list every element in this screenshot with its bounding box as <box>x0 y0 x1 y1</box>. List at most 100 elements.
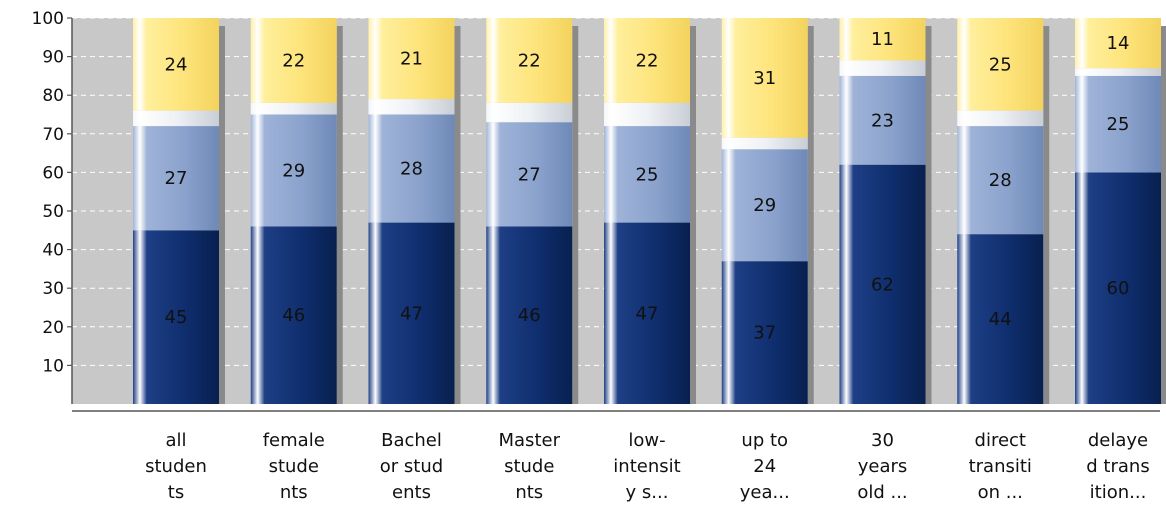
x-category-label: d trans <box>1086 456 1149 477</box>
bar-segment <box>133 110 219 127</box>
bar-shadow <box>1161 26 1166 404</box>
x-category-label: direct <box>975 430 1026 451</box>
data-label: 22 <box>518 50 541 71</box>
bar-segment <box>721 137 808 150</box>
x-category-label: female <box>263 430 325 451</box>
y-tick-label: 10 <box>42 356 64 376</box>
bar-segment <box>486 102 573 123</box>
data-label: 29 <box>753 195 776 216</box>
x-category-label: ition... <box>1090 482 1147 503</box>
data-label: 22 <box>636 50 659 71</box>
bar-shadow <box>454 26 461 404</box>
bar-stack: 45 27 24 <box>133 18 225 404</box>
x-category-label: up to <box>741 430 788 451</box>
x-category-label: stude <box>504 456 554 477</box>
x-category-label: delaye <box>1088 430 1148 451</box>
bar-segment <box>604 222 690 404</box>
data-label: 27 <box>165 168 188 189</box>
x-category-label: transiti <box>969 456 1032 477</box>
x-category-label: yea... <box>740 482 790 503</box>
bar-segment <box>368 114 455 223</box>
data-label: 47 <box>636 303 659 324</box>
bar-segment <box>1075 18 1161 69</box>
y-tick-label: 70 <box>42 125 64 145</box>
bar-segment <box>368 18 455 100</box>
bar-segment <box>368 99 455 115</box>
bar-segment <box>486 18 573 103</box>
bar-segment <box>957 18 1044 111</box>
x-category-label: studen <box>145 456 207 477</box>
data-label: 60 <box>1107 278 1130 299</box>
bar-segment <box>1075 75 1161 173</box>
data-label: 14 <box>1107 33 1130 54</box>
bar-segment <box>839 18 926 61</box>
x-category-label: on ... <box>978 482 1023 503</box>
data-label: 37 <box>753 323 776 344</box>
bar-shadow <box>807 26 814 404</box>
bar-segment <box>721 18 808 138</box>
bar-segment <box>604 102 690 127</box>
bar-segment <box>957 126 1044 235</box>
bar-segment <box>133 230 219 404</box>
bar-shadow <box>336 26 343 404</box>
y-tick-label: 50 <box>42 202 64 222</box>
data-label: 22 <box>282 50 305 71</box>
data-label: 47 <box>400 303 423 324</box>
data-label: 25 <box>636 164 659 185</box>
data-label: 11 <box>871 29 894 50</box>
y-axis: 10 20 30 40 50 60 70 80 90 100 <box>32 9 73 404</box>
y-tick-label: 60 <box>42 163 64 183</box>
data-label: 31 <box>753 68 776 89</box>
y-tick-label: 90 <box>42 48 64 68</box>
data-label: 25 <box>1107 114 1130 135</box>
x-category-label: Bachel <box>381 430 442 451</box>
x-category-label: or stud <box>380 456 443 477</box>
bar-segment <box>133 18 219 111</box>
bar-segment <box>957 110 1044 127</box>
x-category-label: years <box>858 456 908 477</box>
x-category-label: nts <box>515 482 543 503</box>
bar-segment <box>1075 68 1161 76</box>
bar-stack: 47 28 21 <box>368 18 461 404</box>
data-label: 62 <box>871 274 894 295</box>
x-category-label: ts <box>168 482 184 503</box>
data-label: 28 <box>989 170 1012 191</box>
bar-segment <box>604 126 690 223</box>
data-label: 44 <box>989 309 1012 330</box>
bar-stack: 60 25 14 <box>1075 18 1166 404</box>
x-category-label: low- <box>628 430 665 451</box>
x-category-label: Master <box>499 430 561 451</box>
y-tick-label: 40 <box>42 241 64 261</box>
bar-shadow <box>219 26 225 404</box>
x-category-label: ents <box>392 482 431 503</box>
x-category-label: old ... <box>857 482 907 503</box>
bar-segment <box>368 222 455 404</box>
bar-segment <box>839 164 926 404</box>
bar-stack: 47 25 22 <box>604 18 696 404</box>
bar-segment <box>839 75 926 165</box>
bar-stack: 62 23 11 <box>839 18 932 404</box>
y-tick-label: 80 <box>42 86 64 106</box>
y-tick-label: 20 <box>42 318 64 338</box>
bar-segment <box>839 60 926 76</box>
bar-segment <box>250 18 337 103</box>
x-category-label: 30 <box>871 430 894 451</box>
bar-shadow <box>690 26 696 404</box>
y-tick-label: 100 <box>32 9 64 29</box>
x-category-label: stude <box>269 456 319 477</box>
y-tick-label: 30 <box>42 279 64 299</box>
bar-stack: 46 27 22 <box>486 18 579 404</box>
data-label: 28 <box>400 159 423 180</box>
x-category-label: intensit <box>613 456 680 477</box>
bar-segment <box>250 102 337 115</box>
bars-group: 45 27 24 46 29 22 47 28 21 46 27 22 47 25 22 37 29 31 62 23… <box>133 18 1166 404</box>
bar-segment <box>604 18 690 103</box>
bar-shadow <box>572 26 579 404</box>
bar-segment <box>486 122 573 227</box>
bar-segment <box>250 226 337 404</box>
x-category-label: nts <box>280 482 308 503</box>
data-label: 25 <box>989 54 1012 75</box>
bar-segment <box>486 226 573 404</box>
